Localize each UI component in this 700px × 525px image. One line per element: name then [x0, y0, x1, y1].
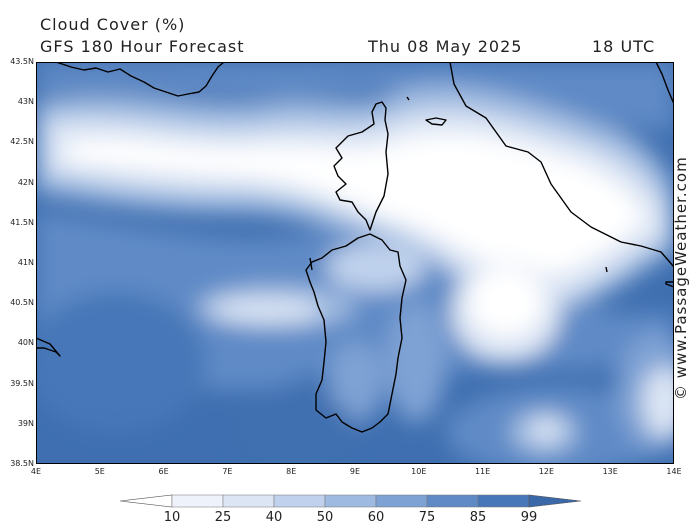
latitude-label: 42N: [17, 177, 34, 187]
legend-swatch: [375, 494, 428, 508]
legend-swatch: [171, 494, 224, 508]
longitude-label: 7E: [222, 467, 233, 476]
latitude-label: 43.5N: [10, 57, 34, 66]
legend-swatch: [222, 494, 275, 508]
forecast-title: GFS 180 Hour Forecast: [40, 37, 245, 56]
latitude-label: 42.5N: [10, 137, 34, 147]
legend-label: 99: [520, 510, 538, 525]
legend-label: 85: [469, 510, 487, 525]
color-legend: [120, 494, 582, 508]
longitude-label: 8E: [286, 467, 297, 476]
latitude-label: 39.5N: [10, 378, 34, 388]
latitude-label: 39N: [17, 418, 34, 428]
longitude-label: 12E: [538, 467, 554, 476]
legend-label: 50: [316, 510, 334, 525]
longitude-label: 13E: [602, 467, 618, 476]
legend-swatch: [426, 494, 479, 508]
map-frame: [36, 62, 674, 464]
longitude-label: 5E: [94, 467, 105, 476]
legend-swatch: [324, 494, 377, 508]
longitude-label: 6E: [158, 467, 169, 476]
latitude-label: 41N: [17, 258, 34, 267]
longitude-label: 14E: [666, 467, 682, 476]
latitude-label: 40N: [17, 338, 34, 348]
longitude-label: 11E: [474, 467, 491, 476]
legend-min-arrow: [120, 494, 173, 508]
cloud-field: [36, 62, 674, 464]
legend-swatch: [477, 494, 530, 508]
latitude-label: 41.5N: [10, 217, 34, 227]
latitude-label: 38.5N: [10, 459, 34, 468]
longitude-label: 9E: [349, 467, 361, 476]
legend-label: 25: [214, 510, 232, 525]
site-credit: © www.PassageWeather.com: [672, 156, 690, 400]
forecast-time: 18 UTC: [592, 37, 656, 56]
legend-label: 10: [163, 510, 181, 525]
legend-label: 60: [367, 510, 385, 525]
forecast-date: Thu 08 May 2025: [368, 37, 523, 56]
legend-label: 40: [265, 510, 283, 525]
coastlines: [36, 62, 674, 433]
longitude-label: 4E: [30, 467, 42, 476]
longitude-label: 10E: [411, 467, 427, 476]
legend-swatch: [273, 494, 326, 508]
latitude-label: 40.5N: [10, 298, 34, 308]
legend-max-arrow: [528, 494, 582, 508]
map-variable-title: Cloud Cover (%): [40, 15, 186, 34]
latitude-label: 43N: [17, 97, 34, 107]
legend-label: 75: [418, 510, 436, 525]
cloud-cover-map: [36, 62, 674, 464]
